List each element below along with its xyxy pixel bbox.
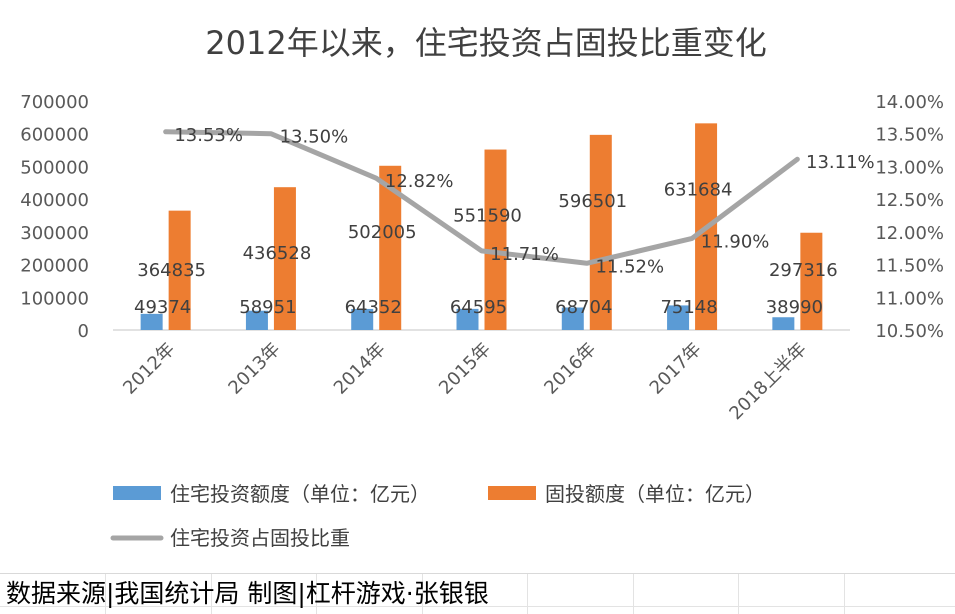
bar-fixed-asset-investment: [484, 149, 507, 330]
data-label-residential: 38990: [766, 297, 823, 318]
data-label-residential: 49374: [134, 297, 191, 318]
data-label-fixed-asset: 436528: [243, 243, 312, 264]
x-axis-tick-label: 2013年: [224, 339, 284, 399]
right-axis: 10.50% 11.00% 11.50% 12.00% 12.50% 13.00% 13.5…: [875, 92, 944, 342]
right-axis-tick-label: 12.50%: [875, 190, 944, 211]
bar-fixed-asset-investment: [589, 134, 612, 330]
bar-residential-investment: [667, 305, 690, 330]
right-axis-tick-label: 12.00%: [875, 223, 944, 244]
left-axis: 0 100000 200000 300000 400000 500000 600000 700…: [20, 92, 89, 342]
data-label-residential: 68704: [555, 297, 612, 318]
data-label-ratio: 11.90%: [701, 231, 770, 252]
data-labels: 49374 364835 13.53% 58951 436528 13.50% 64352 5…: [134, 125, 875, 318]
chart: 2012年以来，住宅投资占固投比重变化 0 100000 200000 300000 4…: [20, 24, 944, 550]
left-axis-tick-label: 500000: [20, 157, 89, 178]
x-axis-tick-label: 2015年: [435, 339, 495, 399]
data-label-fixed-asset: 502005: [348, 222, 417, 243]
legend: 住宅投资额度（单位：亿元） 固投额度（单位：亿元） 住宅投资占固投比重: [110, 482, 765, 550]
right-axis-tick-label: 13.50%: [875, 125, 944, 146]
data-label-ratio: 11.71%: [490, 244, 559, 265]
right-axis-tick-label: 10.50%: [875, 321, 944, 342]
x-axis-ticks: 2012年 2013年 2014年 2015年 2016年 2017年 2018上半年: [119, 339, 811, 424]
data-label-fixed-asset: 297316: [769, 260, 838, 281]
data-label-fixed-asset: 596501: [558, 191, 627, 212]
bar-residential-investment: [772, 317, 795, 330]
x-axis-tick-label: 2014年: [330, 339, 390, 399]
right-axis-tick-label: 11.00%: [875, 288, 944, 309]
bar-fixed-asset-investment: [168, 210, 191, 330]
data-label-ratio: 13.53%: [174, 125, 243, 146]
data-label-fixed-asset: 364835: [137, 260, 206, 281]
data-label-ratio: 11.52%: [595, 256, 664, 277]
x-axis-tick-label: 2016年: [540, 339, 600, 399]
data-label-residential: 75148: [660, 297, 717, 318]
bar-fixed-asset-investment: [273, 187, 296, 330]
bar-fixed-asset-investment: [379, 165, 402, 330]
right-axis-tick-label: 11.50%: [875, 256, 944, 277]
x-axis-tick-label: 2012年: [119, 339, 179, 399]
bar-residential-investment: [351, 308, 374, 330]
legend-label-ratio: 住宅投资占固投比重: [170, 526, 350, 550]
chart-title: 2012年以来，住宅投资占固投比重变化: [205, 24, 766, 62]
x-axis-tick-label: 2017年: [646, 339, 706, 399]
data-label-ratio: 12.82%: [385, 171, 454, 192]
bar-residential-investment: [245, 310, 268, 330]
bar-residential-investment: [456, 308, 479, 330]
legend-label-residential: 住宅投资额度（单位：亿元）: [170, 482, 430, 506]
left-axis-tick-label: 200000: [20, 256, 89, 277]
bar-fixed-asset-investment: [800, 232, 823, 330]
footer: 数据来源|我国统计局 制图|杠杆游戏·张银银: [0, 573, 955, 614]
data-label-fixed-asset: 551590: [453, 206, 522, 227]
source-credit: 数据来源|我国统计局 制图|杠杆游戏·张银银: [6, 579, 489, 608]
right-axis-tick-label: 14.00%: [875, 92, 944, 113]
data-label-ratio: 13.50%: [280, 127, 349, 148]
legend-label-fixed-asset: 固投额度（单位：亿元）: [545, 482, 765, 506]
ratio-line: [163, 129, 800, 266]
left-axis-tick-label: 400000: [20, 190, 89, 211]
left-axis-tick-label: 300000: [20, 223, 89, 244]
legend-swatch-residential: [113, 486, 161, 500]
bar-residential-investment: [140, 313, 163, 330]
right-axis-tick-label: 13.00%: [875, 157, 944, 178]
data-label-ratio: 13.11%: [806, 152, 875, 173]
left-axis-tick-label: 600000: [20, 125, 89, 146]
bars: [140, 123, 823, 330]
bar-residential-investment: [561, 307, 584, 330]
data-label-residential: 64352: [345, 297, 402, 318]
x-axis-tick-label: 2018上半年: [725, 339, 810, 424]
left-axis-tick-label: 700000: [20, 92, 89, 113]
data-label-residential: 58951: [239, 297, 296, 318]
sheet-grid: [0, 573, 955, 614]
left-axis-tick-label: 100000: [20, 288, 89, 309]
left-axis-tick-label: 0: [78, 321, 89, 342]
data-label-residential: 64595: [450, 297, 507, 318]
ratio-line-path: [163, 129, 800, 266]
data-label-fixed-asset: 631684: [664, 179, 733, 200]
legend-swatch-fixed-asset: [488, 486, 536, 500]
